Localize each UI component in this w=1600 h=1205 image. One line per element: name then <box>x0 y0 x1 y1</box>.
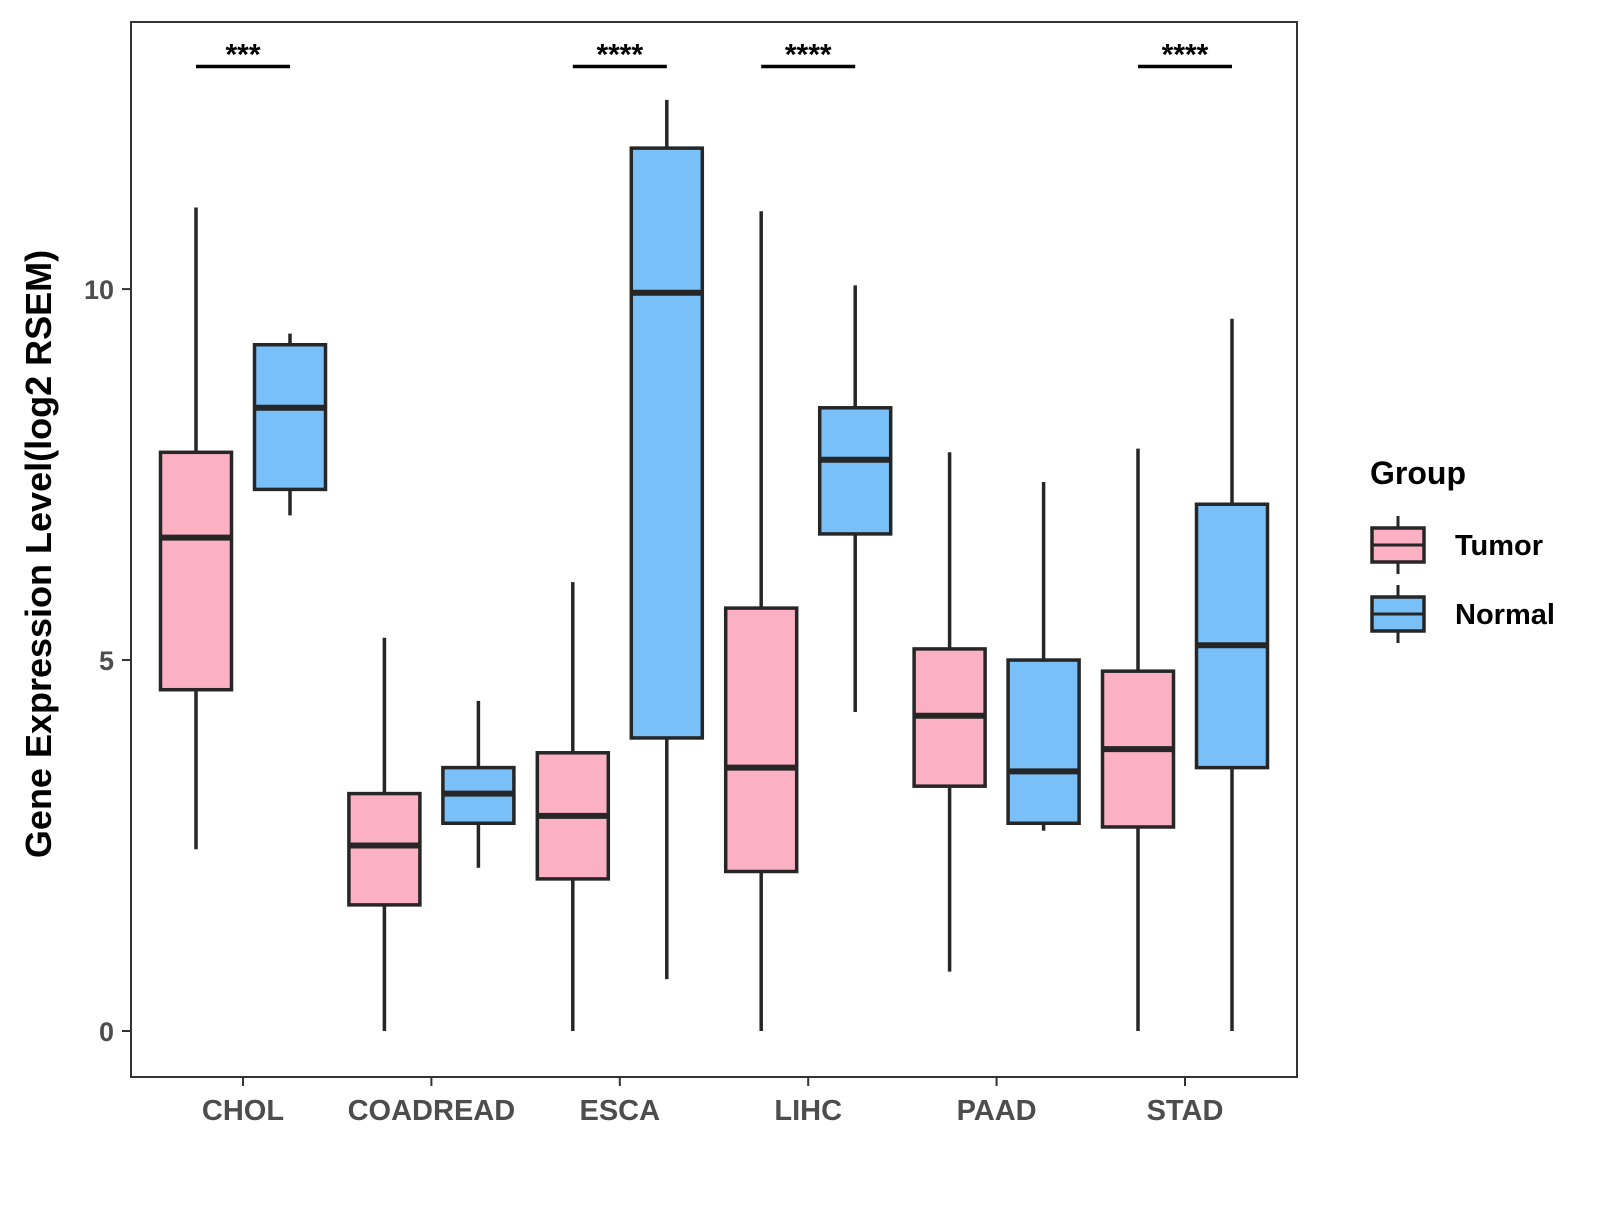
x-tick-label: ESCA <box>580 1095 661 1127</box>
y-tick-label: 5 <box>99 646 114 676</box>
significance-label: **** <box>1162 39 1209 72</box>
box-tumor <box>535 582 611 1032</box>
box-tumor <box>158 207 234 850</box>
x-tick-label: STAD <box>1147 1095 1224 1127</box>
box-normal <box>817 285 893 712</box>
box-normal <box>1194 318 1270 1032</box>
legend-title: Group <box>1370 455 1466 491</box>
box-iqr <box>1194 502 1270 770</box>
box-iqr <box>252 342 328 492</box>
significance-label: *** <box>225 39 260 72</box>
x-tick-label: LIHC <box>774 1095 842 1127</box>
x-tick-label: PAAD <box>957 1095 1037 1127</box>
box-tumor <box>912 452 987 972</box>
significance-label: **** <box>785 39 832 72</box>
x-tick-label: CHOL <box>202 1095 284 1127</box>
box-tumor <box>347 637 422 1032</box>
box-normal <box>252 333 328 516</box>
y-tick-label: 10 <box>84 275 114 305</box>
box-iqr <box>817 406 893 536</box>
box-normal <box>1006 481 1081 831</box>
box-iqr <box>723 606 799 874</box>
box-tumor <box>723 211 799 1032</box>
legend-label: Normal <box>1455 599 1555 631</box>
box-iqr <box>629 146 705 740</box>
legend: Group Tumor Normal <box>1370 455 1555 643</box>
box-tumor <box>1100 448 1176 1032</box>
significance-label: **** <box>596 39 643 72</box>
legend-item-normal: Normal <box>1370 585 1555 643</box>
legend-label: Tumor <box>1455 530 1543 562</box>
box-iqr <box>347 791 422 907</box>
box-iqr <box>1006 658 1081 826</box>
box-normal <box>441 700 516 868</box>
y-axis-title: Gene Expression Level(log2 RSEM) <box>18 250 59 858</box>
plot-panel-border <box>130 21 1298 1078</box>
y-tick-label: 0 <box>99 1017 114 1047</box>
x-tick-label: COADREAD <box>348 1095 516 1127</box>
box-normal <box>629 99 705 980</box>
box-iqr <box>158 450 234 692</box>
legend-item-tumor: Tumor <box>1370 516 1543 574</box>
